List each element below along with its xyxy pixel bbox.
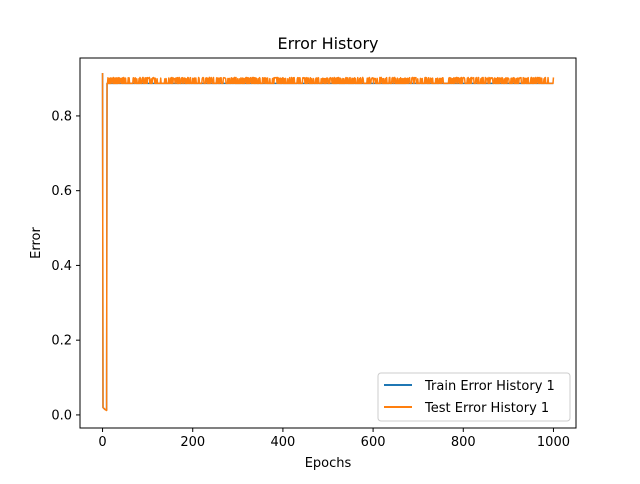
y-tick-label: 0.2 <box>51 334 72 349</box>
x-tick-label: 800 <box>451 435 476 450</box>
plot-area <box>101 72 555 412</box>
legend-test-label: Test Error History 1 <box>424 401 549 416</box>
x-tick-label: 0 <box>98 435 106 450</box>
legend-box <box>377 372 571 422</box>
y-tick-label: 0.0 <box>51 408 72 423</box>
axes-frame <box>79 57 577 429</box>
x-tick-label: 400 <box>270 435 295 450</box>
x-tick-label: 1000 <box>537 435 570 450</box>
chart-title: Error History <box>277 34 378 53</box>
legend: Train Error History 1 Test Error History… <box>377 372 571 422</box>
x-axis-label: Epochs <box>305 456 352 471</box>
y-tick-label: 0.4 <box>51 259 72 274</box>
y-axis-label: Error <box>29 227 44 259</box>
x-axis: 0 200 400 600 800 1000 <box>98 428 570 450</box>
x-tick-label: 600 <box>361 435 386 450</box>
x-tick-label: 200 <box>180 435 205 450</box>
series-line <box>101 72 555 412</box>
y-tick-label: 0.6 <box>51 184 72 199</box>
y-axis: 0.0 0.2 0.4 0.6 0.8 <box>51 109 80 423</box>
legend-train-label: Train Error History 1 <box>424 379 555 394</box>
y-tick-label: 0.8 <box>51 109 72 124</box>
